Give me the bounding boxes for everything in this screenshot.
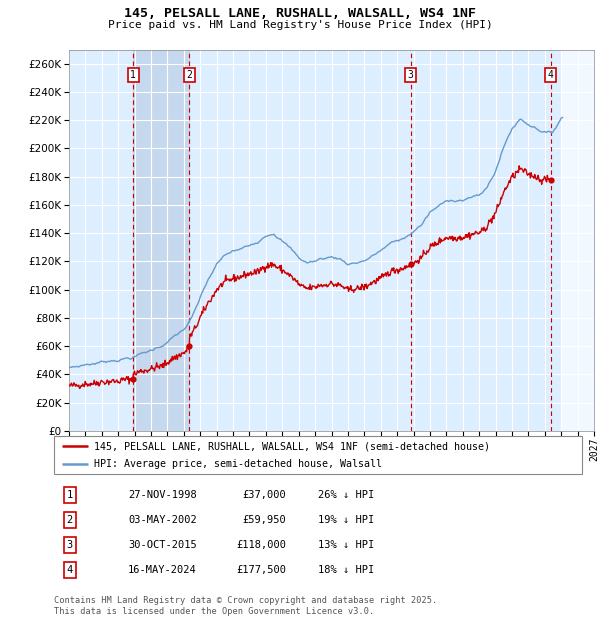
- Text: 19% ↓ HPI: 19% ↓ HPI: [318, 515, 374, 525]
- Text: £118,000: £118,000: [236, 540, 286, 550]
- Text: 4: 4: [548, 70, 554, 80]
- Text: 18% ↓ HPI: 18% ↓ HPI: [318, 565, 374, 575]
- Text: Price paid vs. HM Land Registry's House Price Index (HPI): Price paid vs. HM Land Registry's House …: [107, 20, 493, 30]
- Text: Contains HM Land Registry data © Crown copyright and database right 2025.
This d: Contains HM Land Registry data © Crown c…: [54, 596, 437, 616]
- Text: £59,950: £59,950: [242, 515, 286, 525]
- Text: 1: 1: [130, 70, 136, 80]
- Text: 3: 3: [408, 70, 413, 80]
- Bar: [561, 50, 594, 431]
- Text: £37,000: £37,000: [242, 490, 286, 500]
- Text: 145, PELSALL LANE, RUSHALL, WALSALL, WS4 1NF (semi-detached house): 145, PELSALL LANE, RUSHALL, WALSALL, WS4…: [94, 441, 490, 451]
- Text: 3: 3: [67, 540, 73, 550]
- FancyBboxPatch shape: [54, 436, 582, 474]
- Text: 1: 1: [67, 490, 73, 500]
- Text: 30-OCT-2015: 30-OCT-2015: [128, 540, 197, 550]
- Text: 16-MAY-2024: 16-MAY-2024: [128, 565, 197, 575]
- Text: £177,500: £177,500: [236, 565, 286, 575]
- Text: 2: 2: [67, 515, 73, 525]
- Text: 2: 2: [187, 70, 193, 80]
- Text: 26% ↓ HPI: 26% ↓ HPI: [318, 490, 374, 500]
- Text: 145, PELSALL LANE, RUSHALL, WALSALL, WS4 1NF: 145, PELSALL LANE, RUSHALL, WALSALL, WS4…: [124, 7, 476, 20]
- Bar: [133, 50, 190, 431]
- Bar: [561, 50, 594, 431]
- Text: 13% ↓ HPI: 13% ↓ HPI: [318, 540, 374, 550]
- Text: 27-NOV-1998: 27-NOV-1998: [128, 490, 197, 500]
- Text: 4: 4: [67, 565, 73, 575]
- Text: HPI: Average price, semi-detached house, Walsall: HPI: Average price, semi-detached house,…: [94, 459, 382, 469]
- Text: 03-MAY-2002: 03-MAY-2002: [128, 515, 197, 525]
